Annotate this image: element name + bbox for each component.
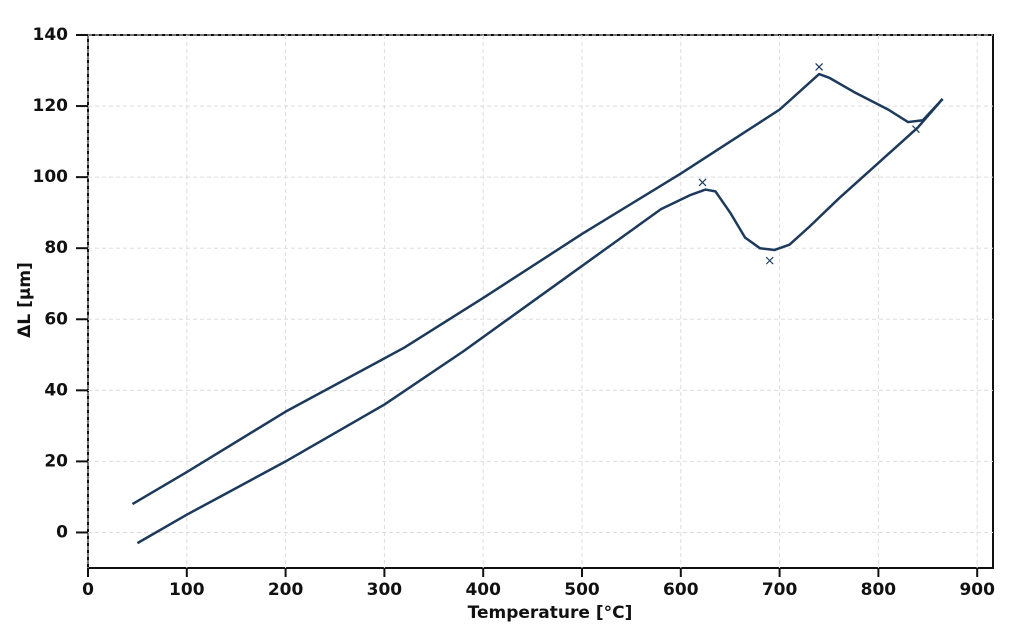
x-tick-label: 700 — [762, 580, 798, 600]
data-line — [131, 72, 944, 506]
x-tick-label: 100 — [169, 580, 205, 600]
x-tick-label: 0 — [82, 580, 94, 600]
x-tick-label: 300 — [367, 580, 403, 600]
y-axis-label: ΔL [µm] — [15, 262, 35, 338]
x-tick-label: 600 — [663, 580, 699, 600]
y-tick-label: 140 — [33, 25, 69, 45]
y-tick-label: 120 — [33, 96, 69, 116]
y-tick-label: 20 — [44, 451, 68, 471]
x-tick-label: 800 — [861, 580, 897, 600]
y-tick-label: 40 — [44, 380, 68, 400]
y-tick-label: 0 — [56, 522, 68, 542]
x-tick-label: 200 — [268, 580, 304, 600]
data-line — [136, 98, 944, 545]
y-tick-label: 100 — [33, 167, 69, 187]
x-tick-label: 500 — [564, 580, 600, 600]
x-tick-label: 900 — [959, 580, 995, 600]
marker — [912, 125, 920, 134]
y-tick-label: 60 — [44, 309, 68, 329]
plot-frame — [87, 34, 994, 569]
marker — [698, 178, 707, 187]
y-tick-label: 80 — [44, 238, 68, 258]
x-axis-label: Temperature [°C] — [468, 603, 633, 623]
marker — [815, 63, 824, 71]
marker — [765, 256, 774, 265]
x-tick-label: 400 — [465, 580, 501, 600]
